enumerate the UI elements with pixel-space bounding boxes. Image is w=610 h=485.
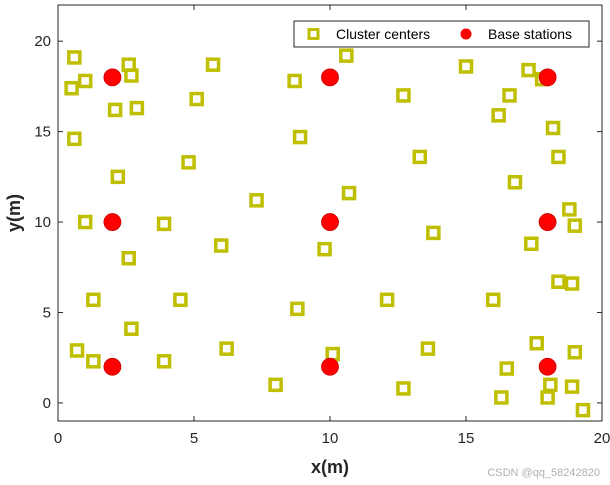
cluster-center-point bbox=[181, 155, 196, 170]
watermark: CSDN @qq_58242820 bbox=[487, 467, 600, 479]
cluster-center-point bbox=[564, 276, 580, 291]
y-tick-label: 20 bbox=[34, 33, 51, 50]
cluster-center-point bbox=[529, 335, 544, 351]
cluster-center-point bbox=[551, 149, 566, 165]
y-axis-ticks: 0 5 10 15 20 bbox=[34, 33, 602, 412]
legend-box bbox=[293, 20, 590, 48]
y-tick-label: 15 bbox=[34, 124, 51, 141]
data-markers bbox=[64, 48, 591, 418]
cluster-center-point bbox=[507, 175, 523, 190]
cluster-center-point bbox=[77, 214, 93, 230]
x-tick-label: 20 bbox=[594, 430, 610, 447]
cluster-center-point bbox=[156, 354, 172, 369]
base-station-point bbox=[103, 68, 122, 87]
legend: Cluster centers Base stations bbox=[293, 20, 590, 48]
cluster-center-point bbox=[379, 292, 395, 308]
base-station-point bbox=[321, 68, 339, 87]
cluster-center-point bbox=[77, 73, 93, 89]
cluster-center-point bbox=[551, 274, 566, 289]
cluster-center-point bbox=[292, 129, 308, 145]
cluster-center-point bbox=[249, 193, 264, 208]
x-axis-label: x(m) bbox=[311, 457, 349, 477]
legend-marker-cluster-centers bbox=[307, 28, 320, 40]
cluster-center-point bbox=[458, 59, 474, 74]
base-station-point bbox=[538, 357, 557, 376]
cluster-center-point bbox=[290, 301, 305, 317]
cluster-center-point bbox=[341, 185, 357, 201]
base-station-point bbox=[321, 357, 339, 376]
cluster-center-point bbox=[545, 120, 561, 136]
base-station-point bbox=[538, 213, 557, 231]
cluster-center-point bbox=[219, 341, 234, 356]
base-station-point bbox=[103, 213, 122, 231]
cluster-center-point bbox=[124, 68, 139, 83]
base-station-point bbox=[321, 213, 339, 231]
cluster-center-point bbox=[540, 390, 555, 405]
cluster-center-point bbox=[129, 100, 145, 116]
y-axis-label: y(m) bbox=[4, 194, 24, 232]
cluster-center-point bbox=[86, 292, 101, 308]
cluster-center-point bbox=[499, 361, 515, 376]
cluster-center-point bbox=[205, 57, 221, 72]
cluster-center-point bbox=[317, 241, 332, 257]
cluster-center-point bbox=[64, 80, 79, 96]
x-tick-label: 5 bbox=[190, 430, 198, 447]
cluster-center-point bbox=[564, 379, 580, 394]
cluster-center-point bbox=[491, 108, 506, 123]
x-tick-label: 0 bbox=[54, 430, 62, 447]
cluster-center-point bbox=[567, 218, 583, 233]
cluster-center-point bbox=[494, 390, 509, 405]
cluster-center-point bbox=[86, 354, 101, 369]
legend-marker-base-stations bbox=[460, 28, 472, 40]
y-tick-label: 10 bbox=[34, 214, 51, 231]
y-tick-label: 5 bbox=[43, 304, 51, 321]
cluster-center-point bbox=[110, 169, 126, 185]
cluster-center-point bbox=[567, 345, 583, 360]
x-tick-label: 10 bbox=[322, 430, 339, 447]
base-station-point bbox=[538, 68, 557, 87]
cluster-center-point bbox=[69, 343, 85, 358]
cluster-center-point bbox=[67, 131, 82, 147]
cluster-center-point bbox=[107, 102, 123, 118]
cluster-center-point bbox=[339, 48, 354, 63]
cluster-center-point bbox=[268, 377, 283, 393]
cluster-center-point bbox=[287, 73, 302, 89]
cluster-center-point bbox=[189, 91, 204, 107]
cluster-center-point bbox=[156, 216, 172, 232]
legend-label-cluster-centers: Cluster centers bbox=[336, 26, 430, 42]
base-station-point bbox=[103, 357, 122, 376]
cluster-center-point bbox=[121, 250, 136, 266]
cluster-center-point bbox=[562, 202, 577, 217]
y-tick-label: 0 bbox=[43, 395, 51, 412]
x-tick-label: 15 bbox=[458, 430, 475, 447]
cluster-center-point bbox=[396, 88, 411, 103]
cluster-center-point bbox=[575, 402, 591, 418]
cluster-center-point bbox=[426, 225, 441, 241]
cluster-center-point bbox=[524, 236, 539, 251]
cluster-center-point bbox=[420, 341, 436, 356]
x-axis-ticks: 0 5 10 15 20 bbox=[54, 5, 610, 447]
cluster-center-point bbox=[67, 50, 82, 65]
cluster-center-point bbox=[412, 149, 428, 165]
cluster-center-point bbox=[502, 88, 517, 103]
cluster-center-point bbox=[124, 321, 139, 337]
cluster-center-point bbox=[485, 292, 501, 308]
cluster-center-point bbox=[213, 238, 229, 253]
cluster-center-point bbox=[521, 62, 536, 78]
cluster-center-point bbox=[173, 292, 188, 308]
legend-label-base-stations: Base stations bbox=[488, 26, 572, 42]
cluster-center-point bbox=[396, 381, 411, 396]
